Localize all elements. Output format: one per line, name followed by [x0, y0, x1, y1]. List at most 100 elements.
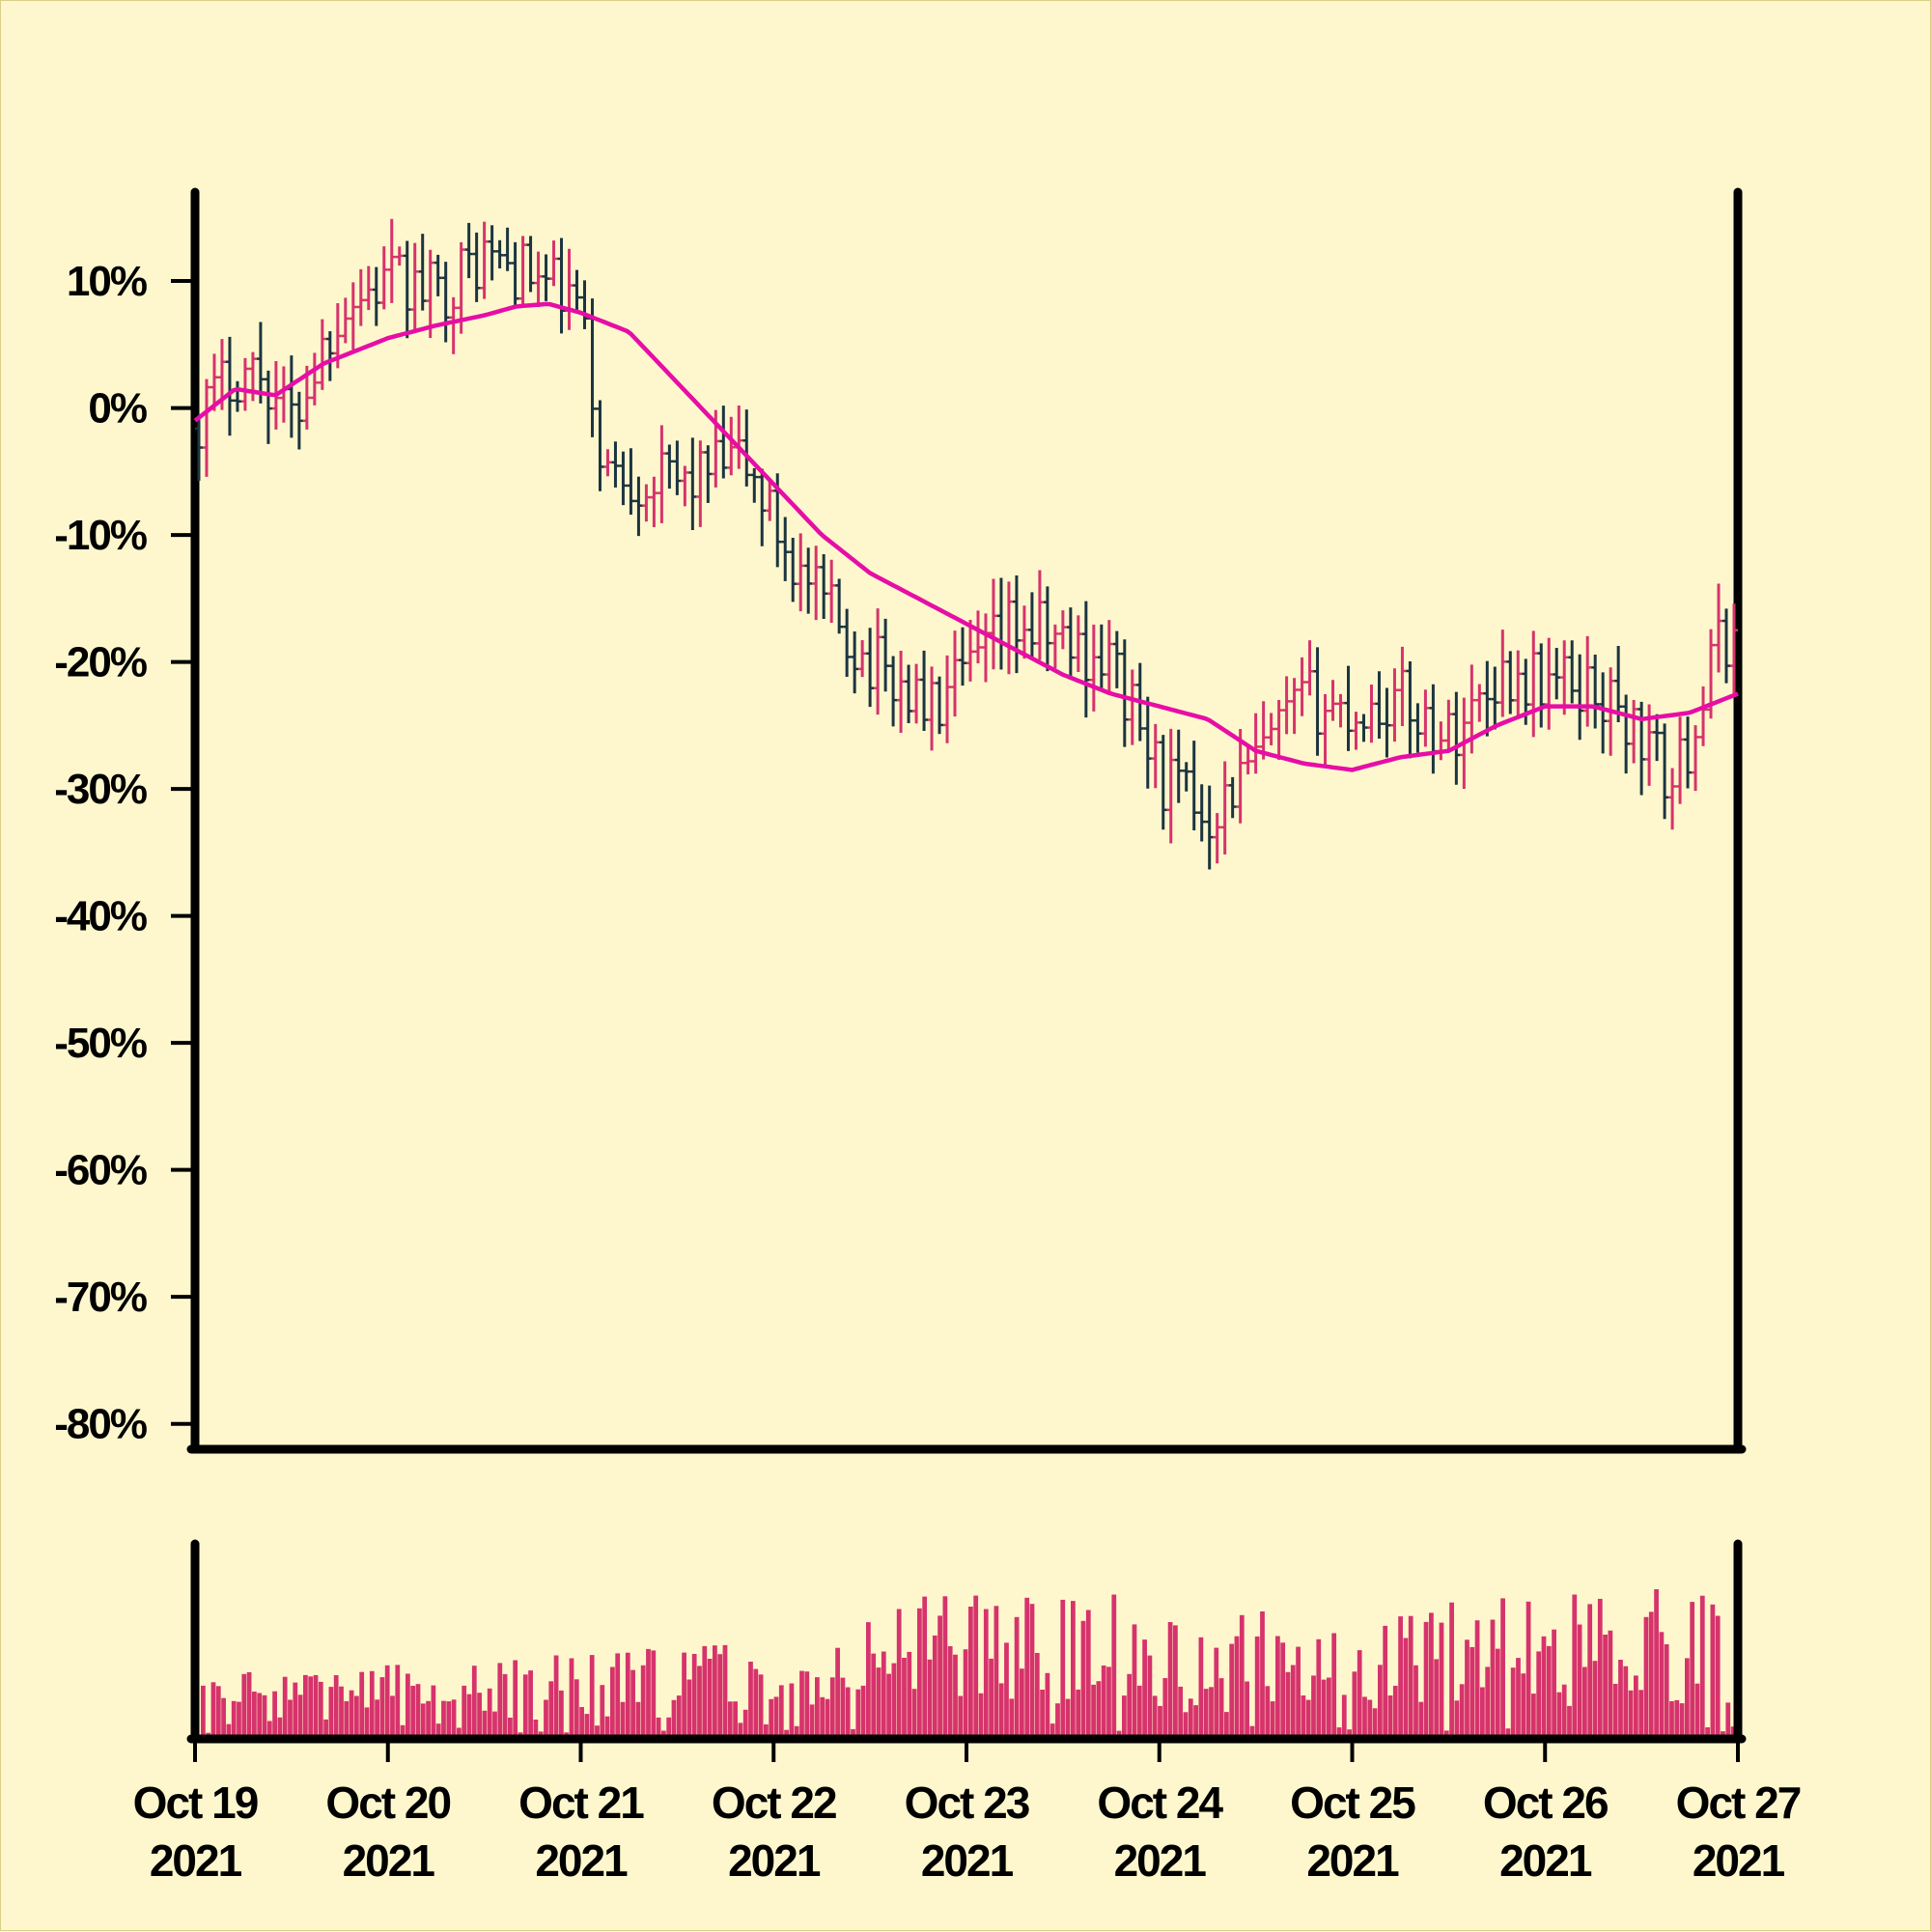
ohlc-bar — [1398, 646, 1407, 726]
ohlc-bar — [387, 218, 396, 303]
volume-bar — [1034, 1653, 1040, 1739]
ohlc-bar — [1174, 729, 1183, 803]
volume-bar — [809, 1704, 815, 1739]
ohlc-bar — [866, 628, 875, 708]
ohlc-bar — [996, 577, 1005, 670]
ohlc-bar — [1352, 712, 1360, 750]
ohlc-bar — [1220, 761, 1229, 854]
volume-bar — [1152, 1695, 1158, 1739]
volume-bar — [1516, 1658, 1521, 1739]
volume-bar — [963, 1649, 968, 1739]
ohlc-bar — [1244, 745, 1252, 775]
volume-bar — [1158, 1705, 1162, 1739]
ohlc-bar — [542, 254, 550, 301]
volume-bar — [1080, 1620, 1086, 1739]
ohlc-bar — [503, 227, 512, 271]
ohlc-bar — [1228, 776, 1237, 819]
volume-bar — [753, 1668, 759, 1739]
x-tick-label-year: 2021 — [1693, 1835, 1785, 1886]
moving-average-line — [193, 301, 1739, 772]
ohlc-bar — [1722, 608, 1731, 684]
volume-bar — [266, 1721, 272, 1739]
volume-bar — [1254, 1636, 1260, 1739]
ohlc-bar — [194, 414, 203, 481]
ohlc-bar — [1383, 687, 1391, 758]
ohlc-bar — [1583, 635, 1592, 727]
volume-bar — [1270, 1701, 1275, 1739]
ohlc-bar — [742, 409, 751, 487]
ohlc-bar — [1576, 654, 1584, 741]
x-tick-label-year: 2021 — [1306, 1835, 1399, 1886]
volume-bar — [1357, 1650, 1362, 1739]
volume-bar — [1122, 1695, 1127, 1739]
ohlc-bar — [279, 366, 288, 423]
volume-bar — [210, 1682, 216, 1739]
ohlc-bar — [658, 425, 666, 523]
ohlc-bar — [511, 241, 519, 308]
volume-bar — [1439, 1622, 1444, 1739]
volume-bar — [1567, 1705, 1572, 1739]
volume-bar — [441, 1700, 446, 1739]
ohlc-bar — [379, 246, 388, 310]
ohlc-bar — [1120, 639, 1129, 747]
ohlc-bar — [1290, 678, 1299, 735]
y-tick-label: -70% — [54, 1274, 147, 1321]
volume-bar — [651, 1650, 657, 1739]
ohlc-bar — [673, 440, 682, 495]
volume-bar — [513, 1660, 518, 1739]
volume-bar — [1296, 1646, 1301, 1739]
ohlc-bar — [696, 440, 705, 527]
ohlc-bar — [611, 441, 620, 488]
volume-bar — [902, 1658, 907, 1739]
volume-bar — [825, 1698, 830, 1739]
ohlc-bar — [1560, 640, 1569, 715]
x-tick-label-date: Oct 26 — [1483, 1778, 1608, 1828]
ohlc-bar — [434, 254, 442, 296]
volume-bar — [671, 1699, 677, 1739]
volume-bar — [1485, 1666, 1491, 1739]
ohlc-bar — [1568, 640, 1577, 704]
ohlc-bar — [1267, 713, 1275, 745]
ohlc-bar — [1274, 699, 1283, 760]
volume-bar — [466, 1694, 472, 1739]
volume-bar — [686, 1679, 692, 1739]
volume-bar — [1582, 1666, 1587, 1739]
ohlc-bar — [1537, 643, 1546, 728]
volume-bar — [1449, 1602, 1454, 1739]
volume-bar — [1546, 1645, 1552, 1739]
volume-bar — [1004, 1642, 1009, 1739]
ohlc-bar — [1081, 601, 1090, 718]
ohlc-bar — [1545, 637, 1553, 730]
volume-bar — [344, 1701, 350, 1739]
volume-bar — [1085, 1610, 1091, 1739]
ohlc-bar — [1622, 694, 1631, 774]
volume-bar — [860, 1685, 866, 1739]
x-tick-label-date: Oct 27 — [1676, 1778, 1801, 1828]
ohlc-bar — [1390, 668, 1399, 742]
volume-bar — [794, 1725, 799, 1739]
ohlc-bar — [1305, 640, 1314, 696]
volume-bar — [1465, 1639, 1469, 1739]
volume-bar — [958, 1695, 964, 1739]
x-tick-label-date: Oct 21 — [518, 1778, 644, 1828]
volume-bar — [241, 1673, 247, 1739]
ohlc-bar — [627, 448, 635, 516]
volume-bar — [431, 1685, 436, 1739]
volume-bar — [1009, 1698, 1015, 1739]
y-tick-label: -30% — [54, 766, 147, 813]
volume-bar — [911, 1689, 917, 1739]
volume-bar — [497, 1663, 503, 1739]
volume-bar — [548, 1681, 554, 1739]
y-tick-label: 0% — [88, 385, 146, 433]
volume-bar — [553, 1655, 559, 1739]
volume-bar — [1592, 1661, 1598, 1739]
volume-bar — [851, 1728, 855, 1739]
ohlc-bar — [820, 553, 828, 619]
volume-bar — [840, 1677, 846, 1739]
volume-bar — [379, 1677, 385, 1739]
volume-bar — [1096, 1681, 1102, 1739]
volume-bar — [727, 1701, 733, 1739]
volume-bar — [866, 1622, 871, 1739]
ohlc-bar — [634, 476, 643, 537]
